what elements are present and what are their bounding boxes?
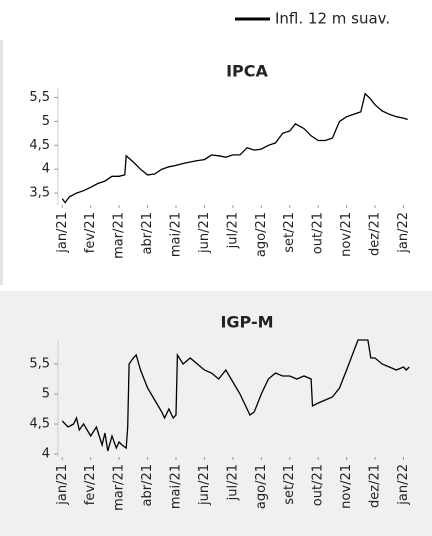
y-tick-label: 4,5 <box>29 138 50 153</box>
legend-label: Infl. 12 m suav. <box>275 10 390 28</box>
x-tick-label: fev/21 <box>83 212 98 253</box>
x-tick-label: out/21 <box>311 212 326 254</box>
y-tick-label: 5 <box>42 387 50 402</box>
data-line <box>61 92 408 204</box>
chart-title: IPCA <box>226 62 268 81</box>
x-tick-label: jan/22 <box>396 212 411 254</box>
panel-edge <box>0 40 3 285</box>
x-tick-label: out/21 <box>311 464 326 506</box>
x-tick-label: jun/21 <box>197 464 212 506</box>
y-tick-label: 5,5 <box>29 90 50 105</box>
y-tick-label: 3,5 <box>29 186 50 201</box>
x-tick-label: jan/21 <box>55 464 70 506</box>
x-tick-label: dez/21 <box>368 212 383 256</box>
x-tick-label: jan/21 <box>55 212 70 254</box>
x-tick-label: ago/21 <box>254 212 269 257</box>
x-tick-label: ago/21 <box>254 464 269 509</box>
y-tick-label: 4 <box>42 162 50 177</box>
chart-title: IGP-M <box>220 313 273 332</box>
y-tick-label: 4,5 <box>29 417 50 432</box>
x-tick-label: nov/21 <box>339 464 354 509</box>
data-line <box>61 339 410 452</box>
x-tick-label: jan/22 <box>396 464 411 506</box>
x-tick-label: nov/21 <box>339 212 354 257</box>
x-tick-label: set/21 <box>282 212 297 253</box>
y-tick-label: 5,5 <box>29 357 50 372</box>
y-tick-label: 5 <box>42 114 50 129</box>
x-tick-label: jun/21 <box>197 212 212 254</box>
x-tick-label: mai/21 <box>169 212 184 257</box>
panel-background <box>0 291 432 536</box>
x-tick-label: dez/21 <box>368 464 383 508</box>
x-tick-label: set/21 <box>282 464 297 505</box>
y-tick-label: 4 <box>42 447 50 462</box>
x-tick-label: jul/21 <box>225 464 240 501</box>
x-tick-label: abr/21 <box>140 212 155 255</box>
x-tick-label: mar/21 <box>112 464 127 511</box>
x-tick-label: mar/21 <box>112 212 127 259</box>
x-tick-label: abr/21 <box>140 464 155 507</box>
x-tick-label: jul/21 <box>225 212 240 249</box>
x-tick-label: fev/21 <box>83 464 98 505</box>
x-tick-label: mai/21 <box>169 464 184 509</box>
